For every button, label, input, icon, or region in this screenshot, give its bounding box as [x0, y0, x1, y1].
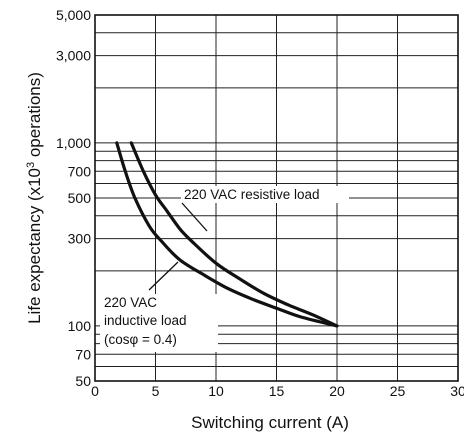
y-axis-title-before: Life expectancy (x10 — [25, 168, 44, 324]
x-tick-label: 25 — [390, 383, 406, 399]
x-tick-label: 0 — [91, 383, 99, 399]
series-line-inductive — [115, 141, 339, 328]
y-axis-title-after: operations) — [25, 72, 44, 162]
curves — [115, 141, 339, 328]
resistive-annotation-bg — [181, 186, 349, 203]
annotation-inductive-line1: 220 VAC — [104, 295, 157, 310]
y-tick-label: 5,000 — [56, 7, 91, 23]
y-tick-label: 300 — [68, 231, 92, 247]
annotation-resistive-load: 220 VAC resistive load — [184, 187, 320, 202]
y-tick-label: 3,000 — [56, 48, 91, 64]
plot-frame — [94, 14, 459, 382]
resistive-leader — [181, 202, 208, 232]
y-tick-label: 100 — [68, 318, 92, 334]
series-line-resistive — [129, 141, 339, 328]
y-tick-labels: 50 70 100 300 500 700 1,000 3,000 5,000 — [56, 7, 91, 389]
y-axis-title: Life expectancy (x103 operations) — [25, 72, 44, 324]
x-tick-label: 10 — [208, 383, 224, 399]
y-tick-label: 1,000 — [56, 135, 91, 151]
x-tick-labels: 0 5 10 15 20 25 30 — [91, 383, 464, 399]
annotation-inductive-line3: (cosφ = 0.4) — [104, 332, 177, 347]
x-tick-label: 20 — [329, 383, 345, 399]
y-axis-title-exp: 3 — [25, 162, 37, 168]
y-tick-label: 50 — [75, 373, 91, 389]
inductive-leader — [148, 261, 179, 291]
annotation-inductive-line2: inductive load — [104, 313, 187, 328]
x-axis-title: Switching current (A) — [191, 413, 349, 432]
x-tick-label: 30 — [450, 383, 464, 399]
x-tick-label: 15 — [269, 383, 285, 399]
y-tick-label: 70 — [75, 346, 91, 362]
x-tick-label: 5 — [152, 383, 160, 399]
y-tick-label: 700 — [68, 163, 92, 179]
inductive-annotation-bg — [100, 294, 218, 352]
y-tick-label: 500 — [68, 190, 92, 206]
